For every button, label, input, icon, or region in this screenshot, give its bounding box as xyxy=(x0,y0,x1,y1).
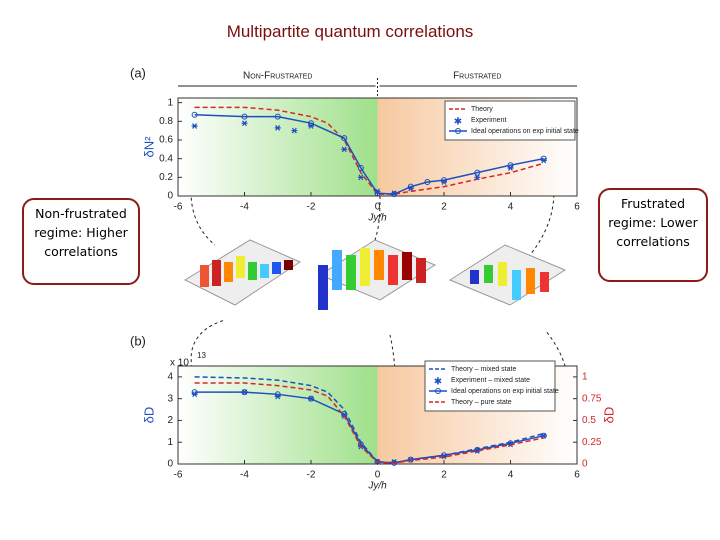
point xyxy=(507,162,514,169)
point xyxy=(357,165,364,171)
point xyxy=(474,169,481,176)
point xyxy=(308,395,314,402)
point xyxy=(191,389,198,396)
y2-axis-label: δD xyxy=(601,407,616,424)
legend-swatch xyxy=(435,388,441,394)
y-tick-label: 0.6 xyxy=(159,135,173,146)
y-axis-label: δN² xyxy=(141,136,156,158)
point xyxy=(407,456,414,463)
y-tick-label: 1 xyxy=(167,437,173,448)
x-tick-label: 4 xyxy=(508,202,514,213)
x-tick-label: 6 xyxy=(574,470,580,481)
x-tick-label: -2 xyxy=(307,202,316,213)
x-tick-label: 4 xyxy=(508,470,514,481)
panel-label: (a) xyxy=(130,65,146,80)
point xyxy=(357,174,364,181)
y-tick-label: 0 xyxy=(167,459,173,470)
legend-label: Ideal operations on exp initial state xyxy=(451,388,559,395)
x-tick-label: -4 xyxy=(240,470,249,481)
x-axis-label: Jy/h xyxy=(367,481,387,492)
x-tick-label: 2 xyxy=(441,202,447,213)
series-line xyxy=(194,106,544,195)
legend-label: Theory – pure state xyxy=(451,399,512,406)
y-tick-label: 2 xyxy=(167,415,173,426)
legend-swatch xyxy=(455,128,461,134)
point xyxy=(274,391,281,398)
callout: Frustrated regime: Lower correlations xyxy=(598,188,708,282)
point xyxy=(407,183,414,190)
slide-title: Multipartite quantum correlations xyxy=(226,22,474,41)
series-line xyxy=(194,376,544,464)
x-tick-label: 0 xyxy=(375,470,381,481)
panel-label: (b) xyxy=(130,333,146,348)
point xyxy=(540,155,547,162)
y2-tick-label: 0 xyxy=(582,459,588,470)
legend-label: Theory xyxy=(471,106,493,113)
y2-tick-label: 1 xyxy=(582,372,588,383)
series-line xyxy=(194,114,544,195)
point xyxy=(374,190,381,197)
legend-label: Experiment – mixed state xyxy=(451,377,530,384)
point xyxy=(241,113,248,120)
callout: Non-frustrated regime: Higher correlatio… xyxy=(22,198,140,285)
y-scale-exponent: 13 xyxy=(197,351,206,360)
legend-box xyxy=(444,100,576,141)
region-bg xyxy=(178,98,378,196)
x-tick-label: -6 xyxy=(174,470,183,481)
y-tick-label: 0.8 xyxy=(159,116,173,127)
point xyxy=(474,174,481,181)
y-tick-label: 3 xyxy=(167,393,173,404)
point xyxy=(241,389,248,396)
point xyxy=(274,113,281,120)
x-tick-label: 6 xyxy=(574,202,580,213)
y2-tick-label: 0.5 xyxy=(582,415,596,426)
legend-swatch: ✱ xyxy=(454,117,462,128)
point xyxy=(191,111,198,118)
y-tick-label: 4 xyxy=(167,372,173,383)
point xyxy=(274,124,281,131)
point xyxy=(341,146,348,153)
point xyxy=(507,440,514,447)
legend-label: Ideal operations on exp initial state xyxy=(471,128,579,135)
point xyxy=(191,123,198,129)
x-tick-label: -2 xyxy=(307,470,316,481)
region-label: Frustrated xyxy=(453,71,501,82)
histogram-3d xyxy=(318,239,437,310)
series-line xyxy=(194,382,544,464)
x-tick-label: -4 xyxy=(240,202,249,213)
y-tick-label: 1 xyxy=(167,97,173,108)
point xyxy=(241,120,248,127)
legend-box xyxy=(424,360,556,412)
x-tick-label: 0 xyxy=(375,202,381,213)
x-axis-label: Jy/h xyxy=(367,213,387,224)
x-tick-label: 2 xyxy=(441,470,447,481)
legend-swatch: ✱ xyxy=(434,377,442,388)
y2-tick-label: 0.25 xyxy=(582,437,602,448)
point xyxy=(391,191,398,198)
y-tick-label: 0 xyxy=(167,191,173,202)
y2-tick-label: 0.75 xyxy=(582,393,602,404)
y-tick-label: 0.2 xyxy=(159,172,173,183)
x-tick-label: -6 xyxy=(174,202,183,213)
point xyxy=(441,452,447,459)
region-label: Non-Frustrated xyxy=(243,71,312,82)
y-tick-label: 0.4 xyxy=(159,153,173,164)
point xyxy=(291,127,298,134)
point xyxy=(308,120,314,127)
point xyxy=(424,179,431,185)
legend-label: Experiment xyxy=(471,117,506,124)
histogram-3d xyxy=(448,244,567,306)
y-scale-label: x 10 xyxy=(170,358,189,369)
point xyxy=(441,177,447,184)
legend-label: Theory – mixed state xyxy=(451,366,516,373)
y-axis-label: δD xyxy=(141,407,156,424)
histogram-3d xyxy=(183,239,302,306)
point xyxy=(341,135,348,142)
